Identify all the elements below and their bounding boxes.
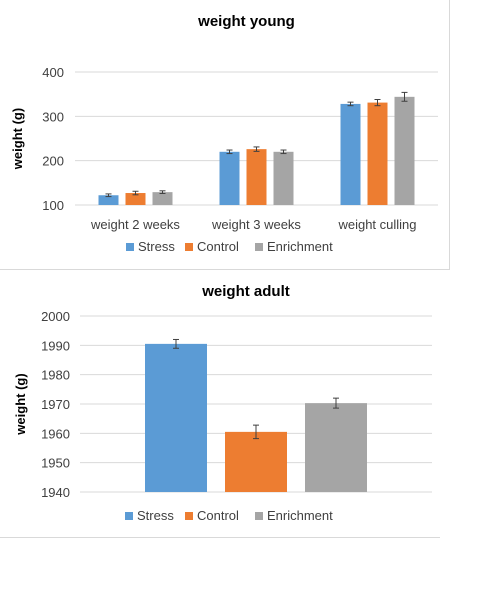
legend-swatch-stress [126, 243, 134, 251]
bar-control [225, 431, 287, 492]
chart-weight-young: weight young 100 200 300 400 weight (g) weight… [0, 0, 450, 275]
bar-enrichment [273, 151, 294, 205]
y-tick-label: 200 [42, 154, 64, 169]
y-tick-label: 400 [42, 65, 64, 80]
y-tick-label: 1950 [41, 456, 70, 471]
legend-swatch-enrichment [255, 243, 263, 251]
y-tick-label: 100 [42, 198, 64, 213]
legend-swatch-control [185, 243, 193, 251]
x-tick-label: weight 3 weeks [211, 217, 301, 232]
bar-control [125, 193, 146, 205]
y-tick-label: 1970 [41, 397, 70, 412]
y-tick-label: 2000 [41, 309, 70, 324]
bar-enrichment [305, 403, 367, 492]
y-tick-label: 1960 [41, 426, 70, 441]
legend-label-control: Control [197, 508, 239, 523]
bar-enrichment [394, 96, 415, 205]
x-tick-label: weight 2 weeks [90, 217, 180, 232]
chart-svg-adult: weight adult 1940 1950 1960 1970 1980 1990 2000… [0, 283, 440, 538]
bar-stress [98, 195, 119, 205]
chart-title: weight young [197, 13, 295, 30]
legend-label-enrichment: Enrichment [267, 508, 333, 523]
chart-weight-adult: weight adult 1940 1950 1960 1970 1980 1990 2000… [0, 270, 440, 545]
legend-swatch-control [185, 512, 193, 520]
y-tick-label: 1990 [41, 338, 70, 353]
legend-label-stress: Stress [137, 508, 174, 523]
x-tick-label: weight culling [337, 217, 416, 232]
chart-title: weight adult [201, 283, 290, 300]
bar-stress [145, 343, 207, 492]
legend-swatch-enrichment [255, 512, 263, 520]
legend-swatch-stress [125, 512, 133, 520]
bar-stress [219, 151, 240, 205]
bar-enrichment [152, 192, 173, 205]
bar-control [246, 149, 267, 205]
bar-control [367, 102, 388, 205]
legend-label-stress: Stress [138, 239, 175, 254]
legend-label-control: Control [197, 239, 239, 254]
y-axis-label: weight (g) [13, 373, 28, 435]
y-tick-label: 1980 [41, 368, 70, 383]
y-axis-label: weight (g) [10, 108, 25, 170]
y-tick-label: 300 [42, 109, 64, 124]
y-tick-label: 1940 [41, 485, 70, 500]
legend-label-enrichment: Enrichment [267, 239, 333, 254]
bar-stress [340, 103, 361, 205]
chart-svg-young: weight young 100 200 300 400 weight (g) weight… [0, 0, 450, 270]
